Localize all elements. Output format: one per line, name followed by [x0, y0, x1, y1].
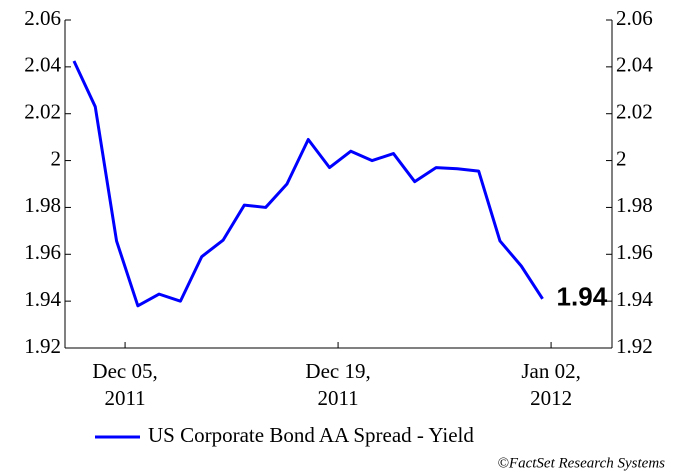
y-tick-label: 1.98 [24, 193, 61, 217]
x-tick-label: Jan 02, 2012 [521, 359, 581, 410]
y2-tick-label: 2.02 [616, 100, 653, 124]
y2-tick-label: 1.96 [616, 240, 653, 264]
legend-label: US Corporate Bond AA Spread - Yield [148, 423, 474, 447]
credit: ©FactSet Research Systems [498, 455, 666, 471]
line [72, 60, 544, 308]
y-tick-label: 2.06 [24, 6, 61, 30]
y2-tick-label: 1.94 [616, 287, 653, 311]
y-tick-label: 1.92 [24, 334, 61, 358]
y-tick-label: 2 [51, 146, 62, 170]
x-tick-label: Dec 19, 2011 [305, 359, 371, 410]
y2-tick-label: 1.98 [616, 193, 653, 217]
x-tick-label: Dec 05, 2011 [92, 359, 158, 410]
y2-tick-label: 1.92 [616, 334, 653, 358]
y-tick-label: 1.96 [24, 240, 61, 264]
y-tick-label: 2.04 [24, 53, 61, 77]
y2-tick-label: 2 [616, 146, 627, 170]
y-tick-label: 2.02 [24, 100, 61, 124]
y-tick-label: 1.94 [24, 287, 61, 311]
y2-tick-label: 2.06 [616, 6, 653, 30]
y2-tick-label: 2.04 [616, 53, 653, 77]
value-label: 1.94 [557, 282, 608, 312]
